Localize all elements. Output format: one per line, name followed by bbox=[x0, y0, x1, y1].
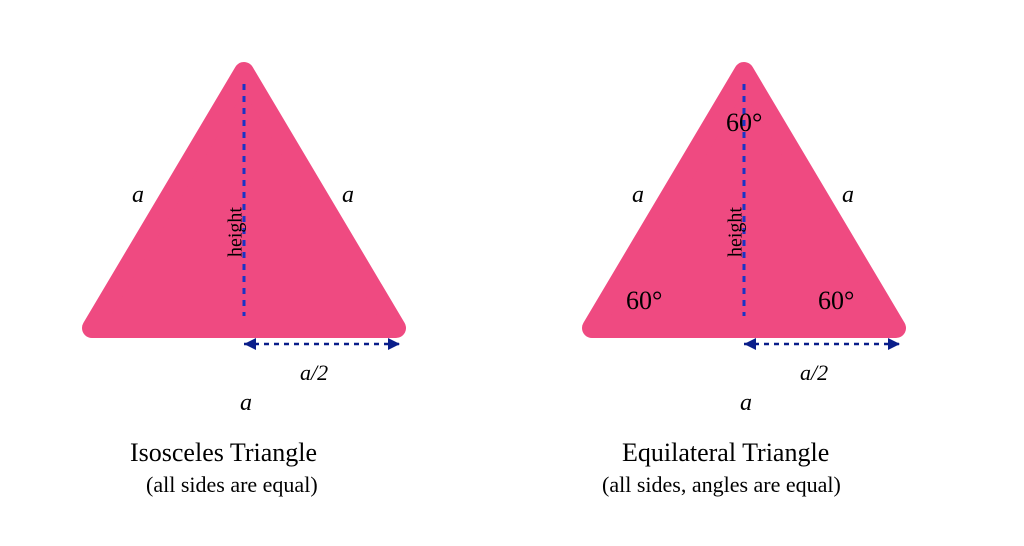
right-halfbase-label: a/2 bbox=[800, 360, 828, 386]
right-base-label-a: a bbox=[740, 390, 752, 417]
left-height-label: height bbox=[225, 207, 248, 257]
right-angle-top: 60° bbox=[726, 108, 762, 138]
right-height-label: height bbox=[725, 207, 748, 257]
right-caption-title: Equilateral Triangle bbox=[622, 438, 829, 468]
left-side-label-a-left: a bbox=[132, 182, 144, 209]
left-base-label-a: a bbox=[240, 390, 252, 417]
right-halfbase-arrow bbox=[744, 338, 900, 350]
right-caption-sub: (all sides, angles are equal) bbox=[602, 472, 841, 498]
right-side-label-a-right: a bbox=[842, 182, 854, 209]
left-side-label-a-right: a bbox=[342, 182, 354, 209]
left-caption-sub: (all sides are equal) bbox=[146, 472, 318, 498]
left-caption-title: Isosceles Triangle bbox=[130, 438, 317, 468]
right-side-label-a-left: a bbox=[632, 182, 644, 209]
right-angle-left: 60° bbox=[626, 286, 662, 316]
diagram-stage: a a height a/2 a Isosceles Triangle (all… bbox=[0, 0, 1024, 546]
left-halfbase-label: a/2 bbox=[300, 360, 328, 386]
right-angle-right: 60° bbox=[818, 286, 854, 316]
left-halfbase-arrow bbox=[244, 338, 400, 350]
